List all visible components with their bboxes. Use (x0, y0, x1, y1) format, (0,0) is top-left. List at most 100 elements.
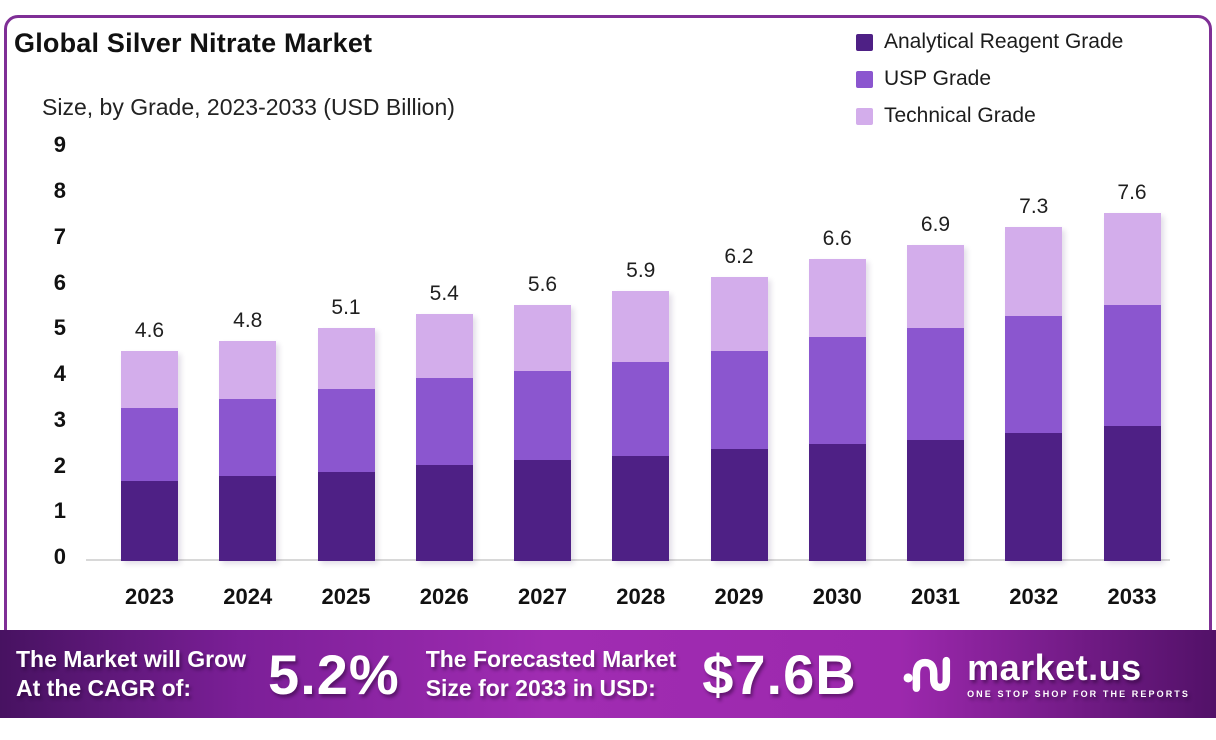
bar-total-label: 6.2 (724, 245, 754, 269)
bar-segment-analytical-reagent-grade (415, 464, 473, 561)
bar-segment-usp-grade (514, 371, 571, 461)
stacked-bar-2028 (612, 291, 670, 561)
bar-segment-technical-grade (907, 245, 964, 328)
bar-segment-usp-grade (808, 336, 866, 445)
bar-segment-analytical-reagent-grade (317, 471, 375, 561)
x-axis-label: 2031 (911, 584, 960, 609)
chart-title: Global Silver Nitrate Market (14, 28, 373, 58)
marketus-tagline: ONE STOP SHOP FOR THE REPORTS (967, 688, 1190, 699)
stacked-bar-2023 (121, 350, 178, 561)
legend-label: Analytical Reagent Grade (884, 30, 1124, 53)
bar-segment-usp-grade (415, 377, 473, 465)
y-axis-tick-label: 4 (53, 361, 66, 386)
y-axis-tick-label: 9 (53, 132, 66, 158)
bar-total-label: 5.1 (331, 295, 361, 319)
stacked-bar-2025 (317, 327, 375, 561)
forecast-caption-line1: The Forecasted Market (425, 645, 677, 672)
x-axis-label: 2032 (1009, 584, 1059, 609)
stacked-bar-2027 (514, 304, 571, 561)
legend-swatch-analytical-reagent-grade (856, 33, 873, 51)
stacked-bar-2031 (907, 245, 964, 561)
bar-total-label: 6.6 (822, 227, 852, 251)
bar-total-label: 7.3 (1019, 195, 1049, 219)
bar-segment-analytical-reagent-grade (121, 480, 178, 561)
bar-segment-technical-grade (514, 304, 571, 372)
y-axis-tick-label: 1 (53, 498, 66, 524)
bar-segment-usp-grade (612, 361, 670, 456)
bar-segment-analytical-reagent-grade (514, 460, 571, 561)
stacked-bar-2030 (808, 259, 866, 561)
x-axis-label: 2029 (714, 584, 764, 609)
y-axis-tick-label: 2 (53, 452, 66, 478)
bar-segment-technical-grade (219, 341, 277, 399)
stacked-bar-2024 (219, 341, 277, 561)
chart-subtitle: Size, by Grade, 2023-2033 (USD Billion) (42, 94, 455, 120)
bar-segment-technical-grade (415, 313, 473, 378)
forecast-caption: The Forecasted Market Size for 2033 in U… (426, 645, 677, 704)
cagr-caption: The Market will Grow At the CAGR of: (16, 645, 246, 704)
stacked-bar-2033 (1103, 213, 1161, 561)
bar-segment-technical-grade (1005, 227, 1063, 317)
bar-segment-technical-grade (808, 259, 866, 337)
bar-total-label: 5.6 (527, 272, 558, 296)
legend-item-usp-grade: USP Grade (856, 67, 1123, 91)
bar-segment-technical-grade (612, 291, 670, 362)
legend-item-technical-grade: Technical Grade (856, 104, 1123, 128)
bar-segment-usp-grade (907, 327, 964, 440)
y-axis-tick-label: 7 (53, 223, 66, 249)
x-axis-label: 2024 (223, 584, 273, 609)
bar-segment-analytical-reagent-grade (808, 444, 866, 561)
bar-segment-technical-grade (317, 327, 375, 390)
y-axis-tick-label: 8 (53, 178, 66, 203)
x-axis-label: 2028 (616, 584, 666, 609)
cagr-value: 5.2% (268, 642, 400, 706)
legend: Analytical Reagent Grade USP Grade Techn… (856, 30, 1123, 128)
x-axis-label: 2033 (1107, 584, 1157, 609)
bar-segment-usp-grade (219, 398, 277, 477)
bar-segment-usp-grade (1103, 304, 1161, 427)
bar-segment-usp-grade (317, 389, 375, 472)
marketus-logo-icon (903, 656, 951, 692)
bar-total-label: 7.6 (1117, 181, 1147, 205)
x-axis-label: 2025 (321, 584, 371, 609)
legend-swatch-technical-grade (856, 107, 873, 125)
bar-segment-analytical-reagent-grade (1103, 426, 1161, 561)
marketus-brand: market.us (967, 646, 1142, 688)
bar-segment-analytical-reagent-grade (612, 455, 670, 561)
bar-total-label: 4.6 (134, 318, 165, 342)
y-axis-tick-label: 5 (53, 315, 66, 341)
legend-item-analytical-reagent-grade: Analytical Reagent Grade (856, 30, 1123, 54)
y-axis-tick-label: 6 (53, 269, 66, 295)
x-axis-label: 2023 (125, 584, 174, 609)
y-axis-tick-label: 0 (53, 544, 66, 569)
stacked-bar-2026 (415, 313, 473, 561)
legend-swatch-usp-grade (856, 70, 873, 88)
stacked-bar-2032 (1005, 227, 1063, 561)
footer-banner: The Market will Grow At the CAGR of: 5.2… (0, 630, 1216, 718)
x-axis-label: 2026 (419, 584, 469, 609)
bar-total-label: 4.8 (233, 309, 263, 333)
bar-total-label: 5.4 (429, 281, 459, 305)
bar-segment-analytical-reagent-grade (907, 439, 964, 561)
bar-segment-usp-grade (121, 407, 178, 481)
bar-segment-usp-grade (1005, 316, 1063, 433)
forecast-value: $7.6B (702, 642, 857, 706)
cagr-caption-line1: The Market will Grow (16, 645, 247, 672)
x-axis-label: 2027 (518, 584, 567, 609)
bar-total-label: 6.9 (920, 213, 951, 237)
forecast-caption-line2: Size for 2033 in USD: (425, 675, 656, 701)
bar-segment-analytical-reagent-grade (710, 448, 768, 561)
stacked-bar-2029 (710, 277, 768, 561)
x-axis-label: 2030 (812, 584, 862, 609)
marketus-logo-text: market.us ONE STOP SHOP FOR THE REPORTS (967, 646, 1190, 699)
bar-segment-analytical-reagent-grade (219, 476, 277, 561)
bar-segment-technical-grade (1103, 213, 1161, 305)
bar-total-label: 5.9 (626, 259, 656, 283)
bar-segment-technical-grade (121, 350, 178, 408)
y-axis-tick-label: 3 (53, 406, 66, 432)
legend-label: Technical Grade (884, 104, 1036, 127)
bar-segment-analytical-reagent-grade (1005, 432, 1063, 561)
legend-label: USP Grade (884, 67, 991, 90)
